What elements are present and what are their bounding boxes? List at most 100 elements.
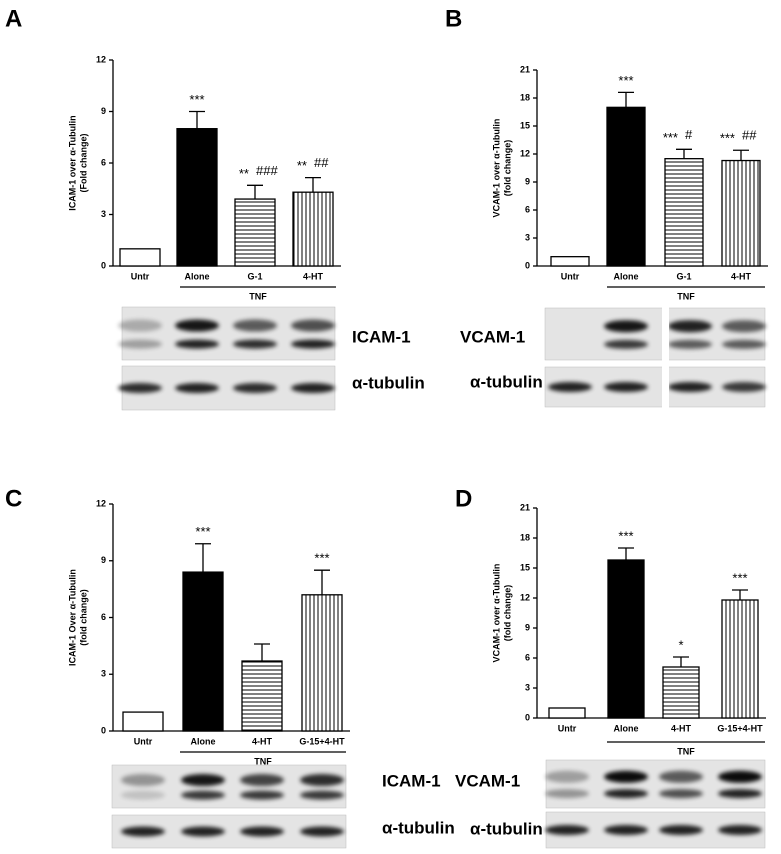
group-label: TNF [254, 756, 272, 766]
blot-band [121, 774, 165, 787]
significance: *** [314, 551, 329, 566]
bar [721, 599, 759, 719]
y-tick-label: 3 [101, 669, 106, 679]
significance: ** [297, 158, 307, 173]
blot-label: VCAM-1 [460, 327, 525, 346]
y-axis-label: ICAM-1 Over α-Tubulin [67, 569, 77, 666]
blot-band [233, 339, 277, 349]
bar [119, 248, 161, 267]
blot-band [240, 790, 284, 800]
blot-band [181, 826, 225, 837]
y-tick-label: 12 [96, 54, 106, 64]
y-tick-label: 15 [520, 562, 530, 572]
y-tick-label: 6 [101, 612, 106, 622]
y-tick-label: 6 [525, 204, 530, 214]
x-tick-label: G-15+4-HT [299, 736, 345, 746]
blot-band [604, 825, 648, 835]
significance: *** [720, 131, 735, 146]
y-axis-label: VCAM-1 over α-Tubulin [491, 564, 501, 663]
blot-band [545, 770, 589, 783]
bar [662, 666, 700, 719]
bar [292, 191, 334, 267]
y-tick-label: 0 [101, 260, 106, 270]
significance: *** [618, 73, 633, 88]
blot-band [548, 382, 592, 392]
x-tick-label: G-15+4-HT [717, 723, 763, 733]
significance: * [678, 637, 683, 652]
bar [234, 198, 276, 267]
blot-label: α-tubulin [382, 818, 455, 837]
blot-band [722, 339, 766, 349]
error-bar [733, 149, 749, 161]
significance: ## [742, 128, 757, 143]
y-tick-label: 12 [520, 148, 530, 158]
blot-band [291, 319, 335, 332]
error-bar [676, 148, 692, 159]
blot-band [240, 826, 284, 837]
group-label: TNF [249, 291, 267, 301]
blot-band [300, 790, 344, 800]
blot-band [668, 320, 712, 333]
blot-image [545, 759, 766, 809]
y-axis-label: (fold change) [502, 585, 512, 642]
error-bar [314, 569, 330, 595]
y-tick-label: 3 [525, 682, 530, 692]
blot-band [240, 774, 284, 787]
blot-label: ICAM-1 [382, 771, 441, 790]
bar [721, 159, 761, 267]
blot-band [668, 382, 712, 392]
blot-band [722, 320, 766, 333]
y-tick-label: 12 [96, 498, 106, 508]
significance: ** [239, 166, 249, 181]
blot-gap [662, 366, 669, 408]
blot-band [545, 825, 589, 835]
bar [606, 106, 646, 267]
x-tick-label: Alone [190, 736, 215, 746]
x-tick-label: 4-HT [731, 271, 752, 281]
group-label: TNF [677, 746, 695, 756]
error-bar [618, 91, 634, 108]
blot-image [111, 764, 347, 809]
blot-band [722, 382, 766, 392]
panel-letter: D [455, 485, 472, 512]
y-tick-label: 12 [520, 592, 530, 602]
blot-label: α-tubulin [470, 372, 543, 391]
error-bar [305, 176, 321, 193]
significance: ## [314, 155, 329, 170]
blot-band [604, 770, 648, 783]
y-axis-label: (Fold change) [78, 134, 88, 193]
x-tick-label: Alone [184, 271, 209, 281]
blot-band [121, 826, 165, 837]
error-bar [254, 643, 270, 662]
significance: ### [256, 163, 278, 178]
blot-image [121, 306, 336, 361]
significance: *** [195, 524, 210, 539]
y-tick-label: 18 [520, 532, 530, 542]
blot-band [291, 339, 335, 349]
y-tick-label: 0 [525, 260, 530, 270]
y-axis-label: VCAM-1 over α-Tubulin [491, 119, 501, 218]
bar [176, 128, 218, 267]
bar [301, 594, 343, 732]
blot-band [300, 774, 344, 787]
y-tick-label: 0 [525, 712, 530, 722]
panel: D 0 3 6 9 12 15 18 21 VCAM-1 over α-Tubulin (fold … [455, 485, 766, 849]
x-tick-label: Untr [558, 723, 577, 733]
blot-band [118, 383, 162, 393]
blot-band [604, 789, 648, 799]
blot-band [233, 319, 277, 332]
x-tick-label: Alone [613, 723, 638, 733]
error-bar [189, 110, 205, 129]
x-tick-label: Alone [613, 271, 638, 281]
y-tick-label: 9 [525, 176, 530, 186]
panel: B 0 3 6 9 12 15 18 21 VCAM-1 over α-Tubulin (fold … [445, 5, 768, 408]
blot-band [659, 789, 703, 799]
panel-letter: B [445, 5, 462, 32]
blot-band [604, 382, 648, 392]
blot-band [718, 770, 762, 783]
blot-band [718, 789, 762, 799]
panel-letter: C [5, 485, 22, 512]
significance: # [685, 127, 693, 142]
y-tick-label: 6 [101, 157, 106, 167]
error-bar [195, 543, 211, 573]
